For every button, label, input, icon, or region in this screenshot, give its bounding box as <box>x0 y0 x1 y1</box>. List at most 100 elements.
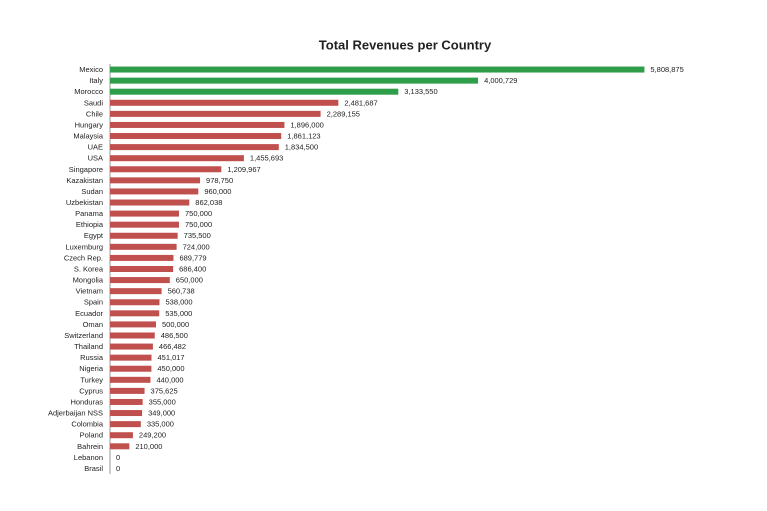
bar <box>110 398 143 405</box>
y-tick-label: Russia <box>80 353 104 362</box>
y-tick-label: Oman <box>83 320 103 329</box>
value-label: 2,481,687 <box>344 98 377 107</box>
value-label: 686,400 <box>179 264 206 273</box>
y-tick-label: Spain <box>84 298 103 307</box>
y-tick-label: Malaysia <box>73 132 103 141</box>
y-tick-label: Ethiopia <box>76 220 104 229</box>
y-tick-label: Colombia <box>71 420 104 429</box>
y-tick-label: Bahrein <box>77 442 103 451</box>
y-tick-label: Panama <box>75 209 104 218</box>
value-label: 1,896,000 <box>290 120 323 129</box>
bar <box>110 321 156 328</box>
bar <box>110 210 179 217</box>
value-label: 960,000 <box>204 187 231 196</box>
y-tick-label: Poland <box>80 431 103 440</box>
bar <box>110 299 160 306</box>
value-label: 978,750 <box>206 176 233 185</box>
value-label: 0 <box>116 453 120 462</box>
value-label: 5,808,875 <box>650 65 683 74</box>
y-tick-label: Adjerbaijan NSS <box>48 409 103 418</box>
y-tick-label: Switzerland <box>64 331 103 340</box>
y-tick-label: Chile <box>86 109 103 118</box>
bar <box>110 99 339 106</box>
value-label: 500,000 <box>162 320 189 329</box>
value-label: 0 <box>116 464 120 473</box>
bar <box>110 387 145 394</box>
bar <box>110 343 153 350</box>
value-label: 2,289,155 <box>327 109 360 118</box>
y-tick-label: Vietnam <box>76 287 103 296</box>
y-tick-label: Morocco <box>74 87 103 96</box>
y-tick-label: Singapore <box>69 165 103 174</box>
value-label: 1,861,123 <box>287 132 320 141</box>
value-label: 1,834,500 <box>285 143 318 152</box>
bar <box>110 410 143 417</box>
bar <box>110 266 174 272</box>
value-label: 4,000,729 <box>484 76 517 85</box>
y-tick-label: Mongolia <box>73 276 104 285</box>
value-label: 724,000 <box>183 242 210 251</box>
y-tick-label: Ecuador <box>75 309 103 318</box>
y-tick-label: Saudi <box>84 98 104 107</box>
y-tick-label: Sudan <box>81 187 103 196</box>
bar <box>110 77 479 84</box>
bar <box>110 66 645 73</box>
y-tick-label: Nigeria <box>79 364 104 373</box>
y-tick-label: UAE <box>88 143 103 152</box>
value-label: 335,000 <box>147 420 174 429</box>
y-tick-label: Brasil <box>84 464 103 473</box>
value-label: 1,209,967 <box>227 165 260 174</box>
bar <box>110 310 160 317</box>
bar <box>110 421 141 428</box>
value-label: 862,038 <box>195 198 222 207</box>
bar <box>110 365 152 372</box>
y-tick-label: Turkey <box>80 375 103 384</box>
bar <box>110 110 321 117</box>
bar <box>110 277 170 284</box>
y-tick-label: Lebanon <box>74 453 103 462</box>
value-label: 466,482 <box>159 342 186 351</box>
bar <box>110 177 201 184</box>
value-label: 440,000 <box>156 375 183 384</box>
y-tick-label: Italy <box>89 76 103 85</box>
value-label: 451,017 <box>157 353 184 362</box>
chart-title: Total Revenues per Country <box>319 37 492 52</box>
bar <box>110 432 133 439</box>
bar <box>110 232 178 239</box>
bar <box>110 288 162 295</box>
y-tick-label: Thailand <box>74 342 103 351</box>
bar <box>110 354 152 361</box>
value-label: 249,200 <box>139 431 166 440</box>
y-tick-label: USA <box>88 154 103 163</box>
bar <box>110 166 222 173</box>
bar <box>110 332 155 339</box>
y-tick-label: Honduras <box>70 397 103 406</box>
y-tick-label: Uzbekistan <box>66 198 103 207</box>
value-label: 538,000 <box>165 298 192 307</box>
bar <box>110 443 130 450</box>
value-label: 535,000 <box>165 309 192 318</box>
bar <box>110 155 244 162</box>
y-tick-label: Czech Rep. <box>64 253 103 262</box>
y-tick-label: Kazakistan <box>66 176 103 185</box>
y-tick-label: Egypt <box>84 231 104 240</box>
value-label: 650,000 <box>176 276 203 285</box>
y-tick-label: Cyprus <box>79 386 103 395</box>
bar <box>110 144 279 151</box>
bar <box>110 133 282 140</box>
value-label: 3,133,550 <box>404 87 437 96</box>
value-label: 375,625 <box>151 386 178 395</box>
bar <box>110 243 177 250</box>
value-label: 750,000 <box>185 220 212 229</box>
value-label: 349,000 <box>148 409 175 418</box>
bar <box>110 88 399 95</box>
bar <box>110 188 199 195</box>
value-label: 1,455,693 <box>250 154 283 163</box>
value-label: 689,779 <box>179 253 206 262</box>
value-label: 560,738 <box>168 287 195 296</box>
value-label: 355,000 <box>149 397 176 406</box>
y-tick-label: Luxemburg <box>65 242 103 251</box>
y-tick-label: S. Korea <box>74 264 104 273</box>
bar <box>110 254 174 261</box>
